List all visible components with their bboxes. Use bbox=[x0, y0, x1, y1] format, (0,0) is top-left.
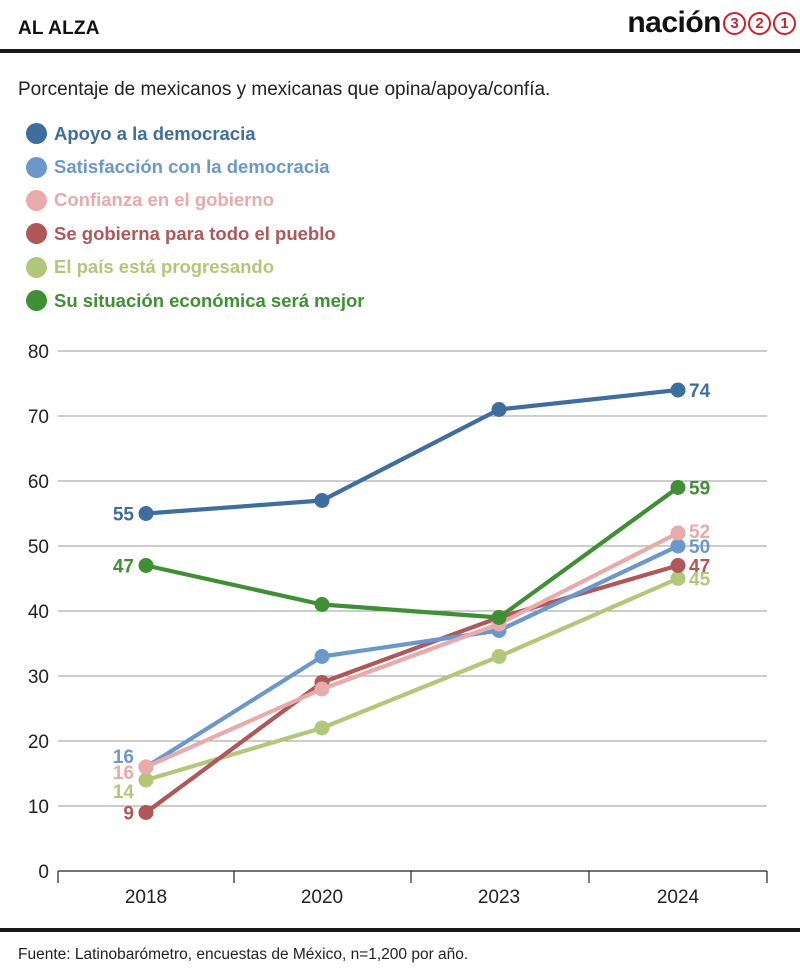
data-point-apoyo-2023 bbox=[491, 402, 507, 417]
legend-label-economica: Su situación económica será mejor bbox=[54, 289, 365, 311]
y-tick-label-0: 0 bbox=[38, 862, 49, 883]
data-point-progresando-2023 bbox=[491, 649, 507, 664]
series-line-progresando bbox=[143, 576, 681, 783]
data-label-first-confianza: 16 bbox=[113, 763, 134, 784]
chart-subtitle: Porcentaje de mexicanos y mexicanas que … bbox=[18, 79, 551, 100]
data-label-last-confianza: 52 bbox=[689, 522, 710, 543]
data-label-last-progresando: 45 bbox=[689, 570, 711, 591]
legend-label-confianza: Confianza en el gobierno bbox=[54, 189, 274, 211]
data-point-progresando-2020 bbox=[314, 720, 330, 736]
data-point-economica-2024 bbox=[670, 480, 686, 495]
brand-logo-word: nación bbox=[627, 6, 721, 39]
data-point-apoyo-2018 bbox=[138, 506, 154, 521]
y-tick-label-70: 70 bbox=[28, 407, 49, 428]
legend-marker-progresando bbox=[26, 256, 47, 278]
data-label-first-satisfaccion: 16 bbox=[113, 747, 134, 768]
legend-label-satisfaccion: Satisfacción con la democracia bbox=[54, 156, 330, 178]
data-label-first-apoyo: 55 bbox=[113, 505, 135, 526]
data-point-apoyo-2024 bbox=[670, 382, 686, 398]
series-line-gobierna bbox=[143, 563, 681, 815]
series-line-satisfaccion bbox=[143, 543, 681, 770]
legend-marker-satisfaccion bbox=[26, 156, 47, 178]
legend-item-economica: Su situación económica será mejor bbox=[26, 284, 365, 317]
data-point-confianza-2018 bbox=[138, 759, 154, 775]
legend-marker-confianza bbox=[26, 189, 47, 211]
legend-item-apoyo: Apoyo a la democracia bbox=[26, 117, 365, 150]
y-tick-label-10: 10 bbox=[28, 797, 49, 818]
data-point-economica-2020 bbox=[314, 597, 330, 612]
data-label-first-economica: 47 bbox=[113, 557, 134, 578]
data-point-progresando-2018 bbox=[138, 772, 154, 788]
brand-logo-digit-3: 1 bbox=[773, 11, 796, 35]
brand-logo: nación 3 2 1 bbox=[627, 6, 796, 40]
y-tick-label-30: 30 bbox=[28, 667, 49, 688]
y-tick-label-50: 50 bbox=[28, 537, 49, 558]
x-tick-label-2020: 2020 bbox=[301, 887, 343, 908]
data-label-last-economica: 59 bbox=[689, 479, 710, 500]
header: AL ALZA nación 3 2 1 bbox=[18, 0, 800, 50]
y-tick-label-60: 60 bbox=[28, 472, 49, 493]
data-point-progresando-2024 bbox=[670, 571, 686, 586]
series-line-apoyo bbox=[143, 387, 681, 516]
legend-item-confianza: Confianza en el gobierno bbox=[26, 184, 365, 217]
x-tick-label-2018: 2018 bbox=[125, 887, 167, 908]
top-divider bbox=[0, 49, 800, 53]
data-point-gobierna-2024 bbox=[670, 558, 686, 573]
data-point-economica-2023 bbox=[491, 610, 507, 625]
data-label-first-progresando: 14 bbox=[113, 782, 135, 803]
data-point-confianza-2024 bbox=[670, 525, 686, 541]
data-point-gobierna-2018 bbox=[138, 805, 154, 820]
y-tick-label-80: 80 bbox=[28, 342, 49, 363]
x-tick-label-2023: 2023 bbox=[478, 887, 520, 908]
legend-marker-economica bbox=[26, 290, 47, 312]
data-point-satisfaccion-2020 bbox=[314, 649, 330, 664]
legend-item-progresando: El país está progresando bbox=[26, 251, 365, 284]
legend-label-progresando: El país está progresando bbox=[54, 256, 275, 278]
brand-logo-digit-2: 2 bbox=[748, 11, 771, 35]
series-line-confianza bbox=[143, 530, 681, 770]
y-tick-label-20: 20 bbox=[28, 732, 49, 753]
data-point-apoyo-2020 bbox=[314, 493, 330, 508]
bottom-divider bbox=[0, 928, 800, 932]
chart-legend: Apoyo a la democracia Satisfacción con l… bbox=[26, 117, 365, 317]
series-line-economica bbox=[143, 485, 681, 620]
source-note: Fuente: Latinobarómetro, encuestas de Mé… bbox=[18, 946, 469, 963]
legend-label-gobierna: Se gobierna para todo el pueblo bbox=[54, 222, 336, 244]
data-point-satisfaccion-2024 bbox=[670, 538, 686, 554]
data-point-economica-2018 bbox=[138, 558, 154, 573]
legend-marker-gobierna bbox=[26, 223, 47, 245]
data-label-last-apoyo: 74 bbox=[689, 381, 711, 402]
data-point-confianza-2020 bbox=[314, 681, 330, 697]
data-label-last-gobierna: 47 bbox=[689, 557, 710, 578]
legend-item-gobierna: Se gobierna para todo el pueblo bbox=[26, 217, 365, 250]
data-label-last-satisfaccion: 50 bbox=[689, 537, 710, 558]
line-chart: 0 10 20 30 40 50 60 70 80 2018 2020 2023 2024 55 74 16 5… bbox=[28, 342, 768, 908]
brand-logo-digit-1: 3 bbox=[723, 11, 746, 35]
legend-marker-apoyo bbox=[26, 123, 47, 145]
data-label-first-gobierna: 9 bbox=[123, 804, 134, 825]
legend-label-apoyo: Apoyo a la democracia bbox=[54, 122, 256, 144]
section-tag: AL ALZA bbox=[18, 18, 100, 39]
y-tick-label-40: 40 bbox=[28, 602, 49, 623]
legend-item-satisfaccion: Satisfacción con la democracia bbox=[26, 150, 365, 183]
x-tick-label-2024: 2024 bbox=[657, 887, 700, 908]
